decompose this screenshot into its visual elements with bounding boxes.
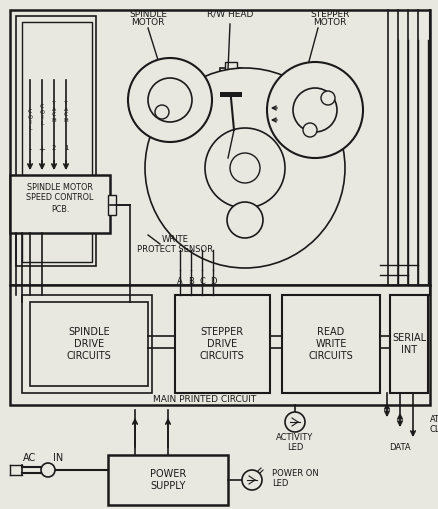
Text: ATN: ATN: [429, 415, 438, 425]
Bar: [30, 302, 148, 386]
Text: PROTECT SENSOR: PROTECT SENSOR: [137, 245, 212, 254]
Text: CIRCUITS: CIRCUITS: [308, 351, 353, 361]
Text: SPINDLE MOTOR: SPINDLE MOTOR: [27, 183, 93, 191]
Circle shape: [41, 463, 55, 477]
Bar: [175, 295, 269, 393]
Bar: [22, 295, 152, 393]
Text: STEPPER: STEPPER: [200, 327, 243, 337]
Text: T
A
C
H: T A C H: [64, 101, 68, 123]
Text: SUPPLY: SUPPLY: [150, 481, 185, 491]
Circle shape: [205, 128, 284, 208]
Text: INT: INT: [400, 345, 416, 355]
Bar: [10, 175, 110, 233]
Text: IN: IN: [53, 453, 63, 463]
Text: R/W HEAD: R/W HEAD: [206, 10, 253, 18]
Text: C
O
I
L: C O I L: [39, 104, 44, 126]
Text: SERIAL: SERIAL: [391, 333, 425, 343]
Circle shape: [284, 412, 304, 432]
Bar: [281, 295, 379, 393]
Text: T
A
C
H: T A C H: [52, 101, 56, 123]
Text: DRIVE: DRIVE: [206, 339, 237, 349]
Bar: [219, 68, 241, 98]
Text: CIRCUITS: CIRCUITS: [67, 351, 111, 361]
Circle shape: [155, 105, 169, 119]
Text: 2: 2: [52, 145, 56, 151]
Text: CLK: CLK: [429, 426, 438, 435]
Bar: [108, 455, 227, 505]
Bar: [225, 62, 237, 70]
Text: LED: LED: [272, 479, 288, 489]
Text: DATA: DATA: [389, 443, 410, 453]
Text: A: A: [177, 276, 183, 286]
Circle shape: [266, 62, 362, 158]
Text: MOTOR: MOTOR: [313, 17, 346, 26]
Text: PCB.: PCB.: [51, 205, 69, 213]
Text: MAIN PRINTED CIRCUIT: MAIN PRINTED CIRCUIT: [153, 395, 256, 405]
Text: SPINDLE: SPINDLE: [129, 10, 166, 18]
Text: READ: READ: [317, 327, 344, 337]
Text: MOTOR: MOTOR: [131, 17, 164, 26]
Bar: [219, 92, 241, 97]
Text: 1: 1: [64, 145, 68, 151]
Text: B: B: [187, 276, 194, 286]
Text: SPEED CONTROL: SPEED CONTROL: [26, 193, 93, 203]
Text: SPINDLE: SPINDLE: [68, 327, 110, 337]
Bar: [16, 16, 96, 266]
Circle shape: [320, 91, 334, 105]
Text: POWER ON: POWER ON: [272, 468, 318, 477]
Text: AC: AC: [23, 453, 36, 463]
Circle shape: [145, 68, 344, 268]
Text: WRITE: WRITE: [161, 236, 188, 244]
Bar: [22, 22, 92, 262]
Text: C
O
I
L: C O I L: [28, 109, 32, 131]
Text: ACTIVITY: ACTIVITY: [276, 433, 313, 441]
Bar: [10, 10, 429, 285]
Text: WRITE: WRITE: [314, 339, 346, 349]
Text: LED: LED: [286, 442, 303, 451]
Circle shape: [302, 123, 316, 137]
Text: +: +: [39, 146, 46, 155]
Bar: [389, 295, 427, 393]
Text: DRIVE: DRIVE: [74, 339, 104, 349]
Circle shape: [226, 202, 262, 238]
Text: CIRCUITS: CIRCUITS: [199, 351, 244, 361]
Text: D: D: [209, 276, 216, 286]
Text: STEPPER: STEPPER: [310, 10, 349, 18]
Text: C: C: [198, 276, 205, 286]
Circle shape: [292, 88, 336, 132]
Bar: [108, 195, 116, 215]
Text: -: -: [28, 146, 32, 155]
Circle shape: [241, 470, 261, 490]
Text: POWER: POWER: [149, 469, 186, 479]
Circle shape: [148, 78, 191, 122]
Bar: [10, 285, 429, 405]
Circle shape: [230, 153, 259, 183]
Circle shape: [128, 58, 212, 142]
